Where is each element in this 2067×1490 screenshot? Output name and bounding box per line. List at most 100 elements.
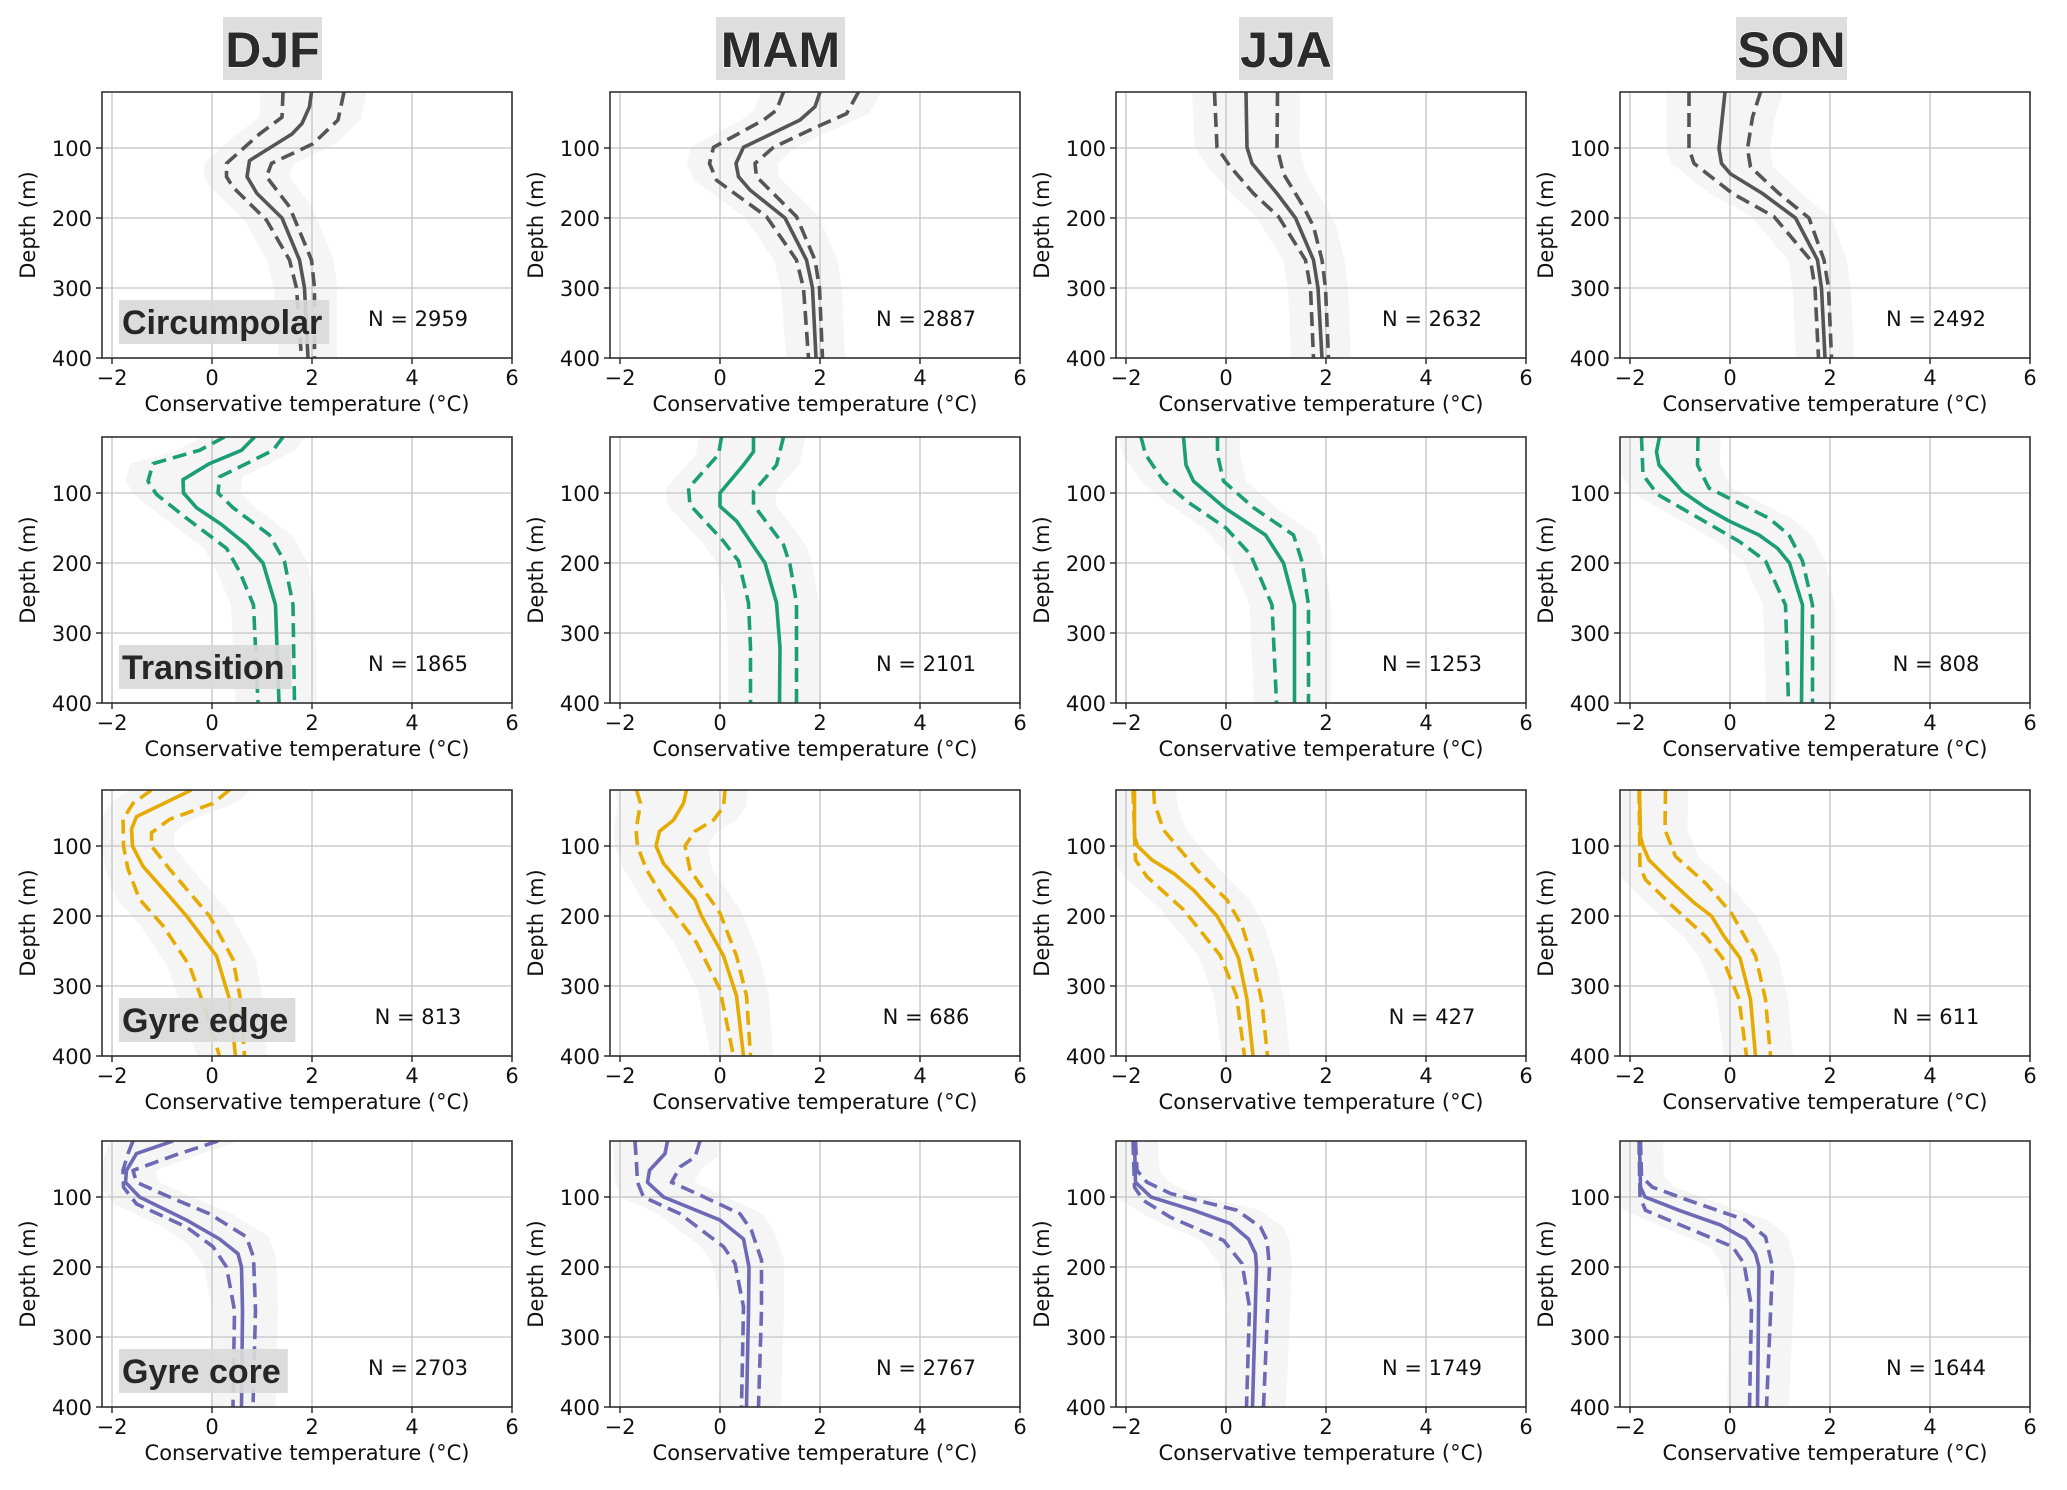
x-tick-label: 0: [713, 366, 726, 390]
x-tick-label: 6: [2023, 711, 2036, 735]
y-tick-label: 300: [1570, 622, 1610, 646]
axes-frame: [609, 91, 1021, 359]
mean-profile-line: [718, 437, 782, 703]
sample-count-label: N = 2887: [876, 307, 976, 331]
axes-frame: [101, 436, 513, 704]
y-tick-label: 300: [1570, 975, 1610, 999]
x-tick-label: 2: [305, 1064, 318, 1088]
x-tick-label: 4: [1923, 1415, 1936, 1439]
upper-bound-line: [1663, 790, 1773, 1056]
y-tick-label: 300: [52, 622, 92, 646]
mean-profile-line: [654, 790, 746, 1056]
x-tick-label: 2: [1319, 1064, 1332, 1088]
x-tick-label: 0: [1219, 711, 1232, 735]
y-axis-label: Depth (m): [16, 516, 40, 623]
x-tick-label: 6: [1519, 711, 1532, 735]
upper-bound-line: [149, 790, 247, 1056]
x-axis-label: Conservative temperature (°C): [1663, 392, 1988, 416]
individual-profiles-envelope: [1620, 437, 1835, 703]
axes-frame: [101, 91, 513, 359]
y-tick-label: 400: [52, 1396, 92, 1420]
upper-bound-line: [1151, 790, 1270, 1056]
mean-profile-line: [1654, 437, 1805, 703]
y-tick-label: 300: [1066, 622, 1106, 646]
y-tick-label: 100: [1066, 137, 1106, 161]
sample-count-label: N = 2632: [1382, 307, 1482, 331]
season-header-box: [223, 17, 322, 80]
x-tick-label: 4: [1923, 366, 1936, 390]
region-label-text: Gyre core: [122, 1353, 281, 1391]
x-tick-label: 2: [1319, 711, 1332, 735]
y-axis-label: Depth (m): [1030, 1220, 1054, 1327]
x-tick-label: 2: [1823, 1064, 1836, 1088]
x-tick-label: 0: [713, 711, 726, 735]
individual-profiles-envelope: [1118, 437, 1331, 703]
y-axis-label: Depth (m): [1534, 516, 1558, 623]
lower-bound-line: [1131, 1141, 1252, 1407]
y-tick-label: 300: [560, 277, 600, 301]
upper-bound-line: [751, 437, 799, 703]
upper-bound-line: [1133, 1141, 1272, 1407]
y-axis-label: Depth (m): [1534, 171, 1558, 278]
y-tick-label: 200: [1066, 552, 1106, 576]
x-tick-label: 6: [1013, 711, 1026, 735]
sample-count-label: N = 808: [1893, 652, 1980, 676]
y-axis-label: Depth (m): [16, 171, 40, 278]
y-tick-label: 200: [1570, 905, 1610, 929]
axes-frame: [1115, 91, 1527, 359]
axes-frame: [1115, 1140, 1527, 1408]
axes-frame: [1619, 789, 2031, 1057]
x-tick-label: 0: [1723, 366, 1736, 390]
mean-profile-line: [1637, 790, 1758, 1056]
lower-bound-line: [707, 92, 811, 358]
x-tick-label: 2: [1319, 366, 1332, 390]
panel-gyre-edge-mam: −2 0 2 4 6 100 200 300 400 Conservative temperatu…: [524, 789, 1027, 1114]
x-axis-label: Conservative temperature (°C): [1159, 737, 1484, 761]
sample-count-label: N = 813: [375, 1005, 462, 1029]
y-tick-label: 100: [560, 835, 600, 859]
y-tick-label: 400: [560, 692, 600, 716]
y-tick-label: 200: [52, 905, 92, 929]
x-tick-label: −2: [1111, 711, 1142, 735]
y-axis-label: Depth (m): [16, 1220, 40, 1327]
mean-profile-line: [1132, 790, 1255, 1056]
x-tick-label: 0: [205, 1064, 218, 1088]
x-axis-label: Conservative temperature (°C): [653, 737, 978, 761]
region-label-gyre-edge: Gyre edge: [119, 998, 296, 1042]
x-tick-label: 4: [1419, 1415, 1432, 1439]
season-title-mam: MAM: [721, 22, 840, 78]
x-tick-label: 2: [813, 1064, 826, 1088]
x-tick-label: 2: [813, 711, 826, 735]
x-tick-label: 6: [2023, 1064, 2036, 1088]
mean-profile-line: [1181, 437, 1297, 703]
sample-count-label: N = 2101: [876, 652, 976, 676]
x-tick-label: 2: [305, 711, 318, 735]
y-tick-label: 200: [52, 552, 92, 576]
lower-bound-line: [121, 790, 222, 1056]
region-label-box: [119, 300, 330, 344]
x-tick-label: 0: [1723, 1415, 1736, 1439]
upper-bound-line: [216, 437, 297, 703]
y-tick-label: 400: [560, 347, 600, 371]
x-axis-label: Conservative temperature (°C): [145, 1441, 470, 1465]
lower-bound-line: [224, 92, 304, 358]
plot-area: [1620, 1141, 2030, 1407]
x-tick-label: 6: [505, 1064, 518, 1088]
x-tick-label: −2: [1111, 1415, 1142, 1439]
sample-count-label: N = 1644: [1886, 1356, 1986, 1380]
y-tick-label: 100: [1570, 1186, 1610, 1210]
lower-bound-line: [1639, 437, 1791, 703]
upper-bound-line: [683, 790, 753, 1056]
sample-count-label: N = 611: [1893, 1005, 1980, 1029]
region-label-transition: Transition: [119, 645, 292, 689]
sample-count-label: N = 427: [1389, 1005, 1476, 1029]
x-tick-label: 6: [1013, 1415, 1026, 1439]
y-tick-label: 100: [1570, 482, 1610, 506]
x-axis-label: Conservative temperature (°C): [653, 1090, 978, 1114]
mean-profile-line: [1637, 1141, 1761, 1407]
x-tick-label: −2: [1615, 711, 1646, 735]
axes-frame: [1619, 91, 2031, 359]
x-tick-label: 0: [205, 1415, 218, 1439]
upper-bound-line: [1215, 437, 1311, 703]
x-tick-label: 0: [205, 711, 218, 735]
